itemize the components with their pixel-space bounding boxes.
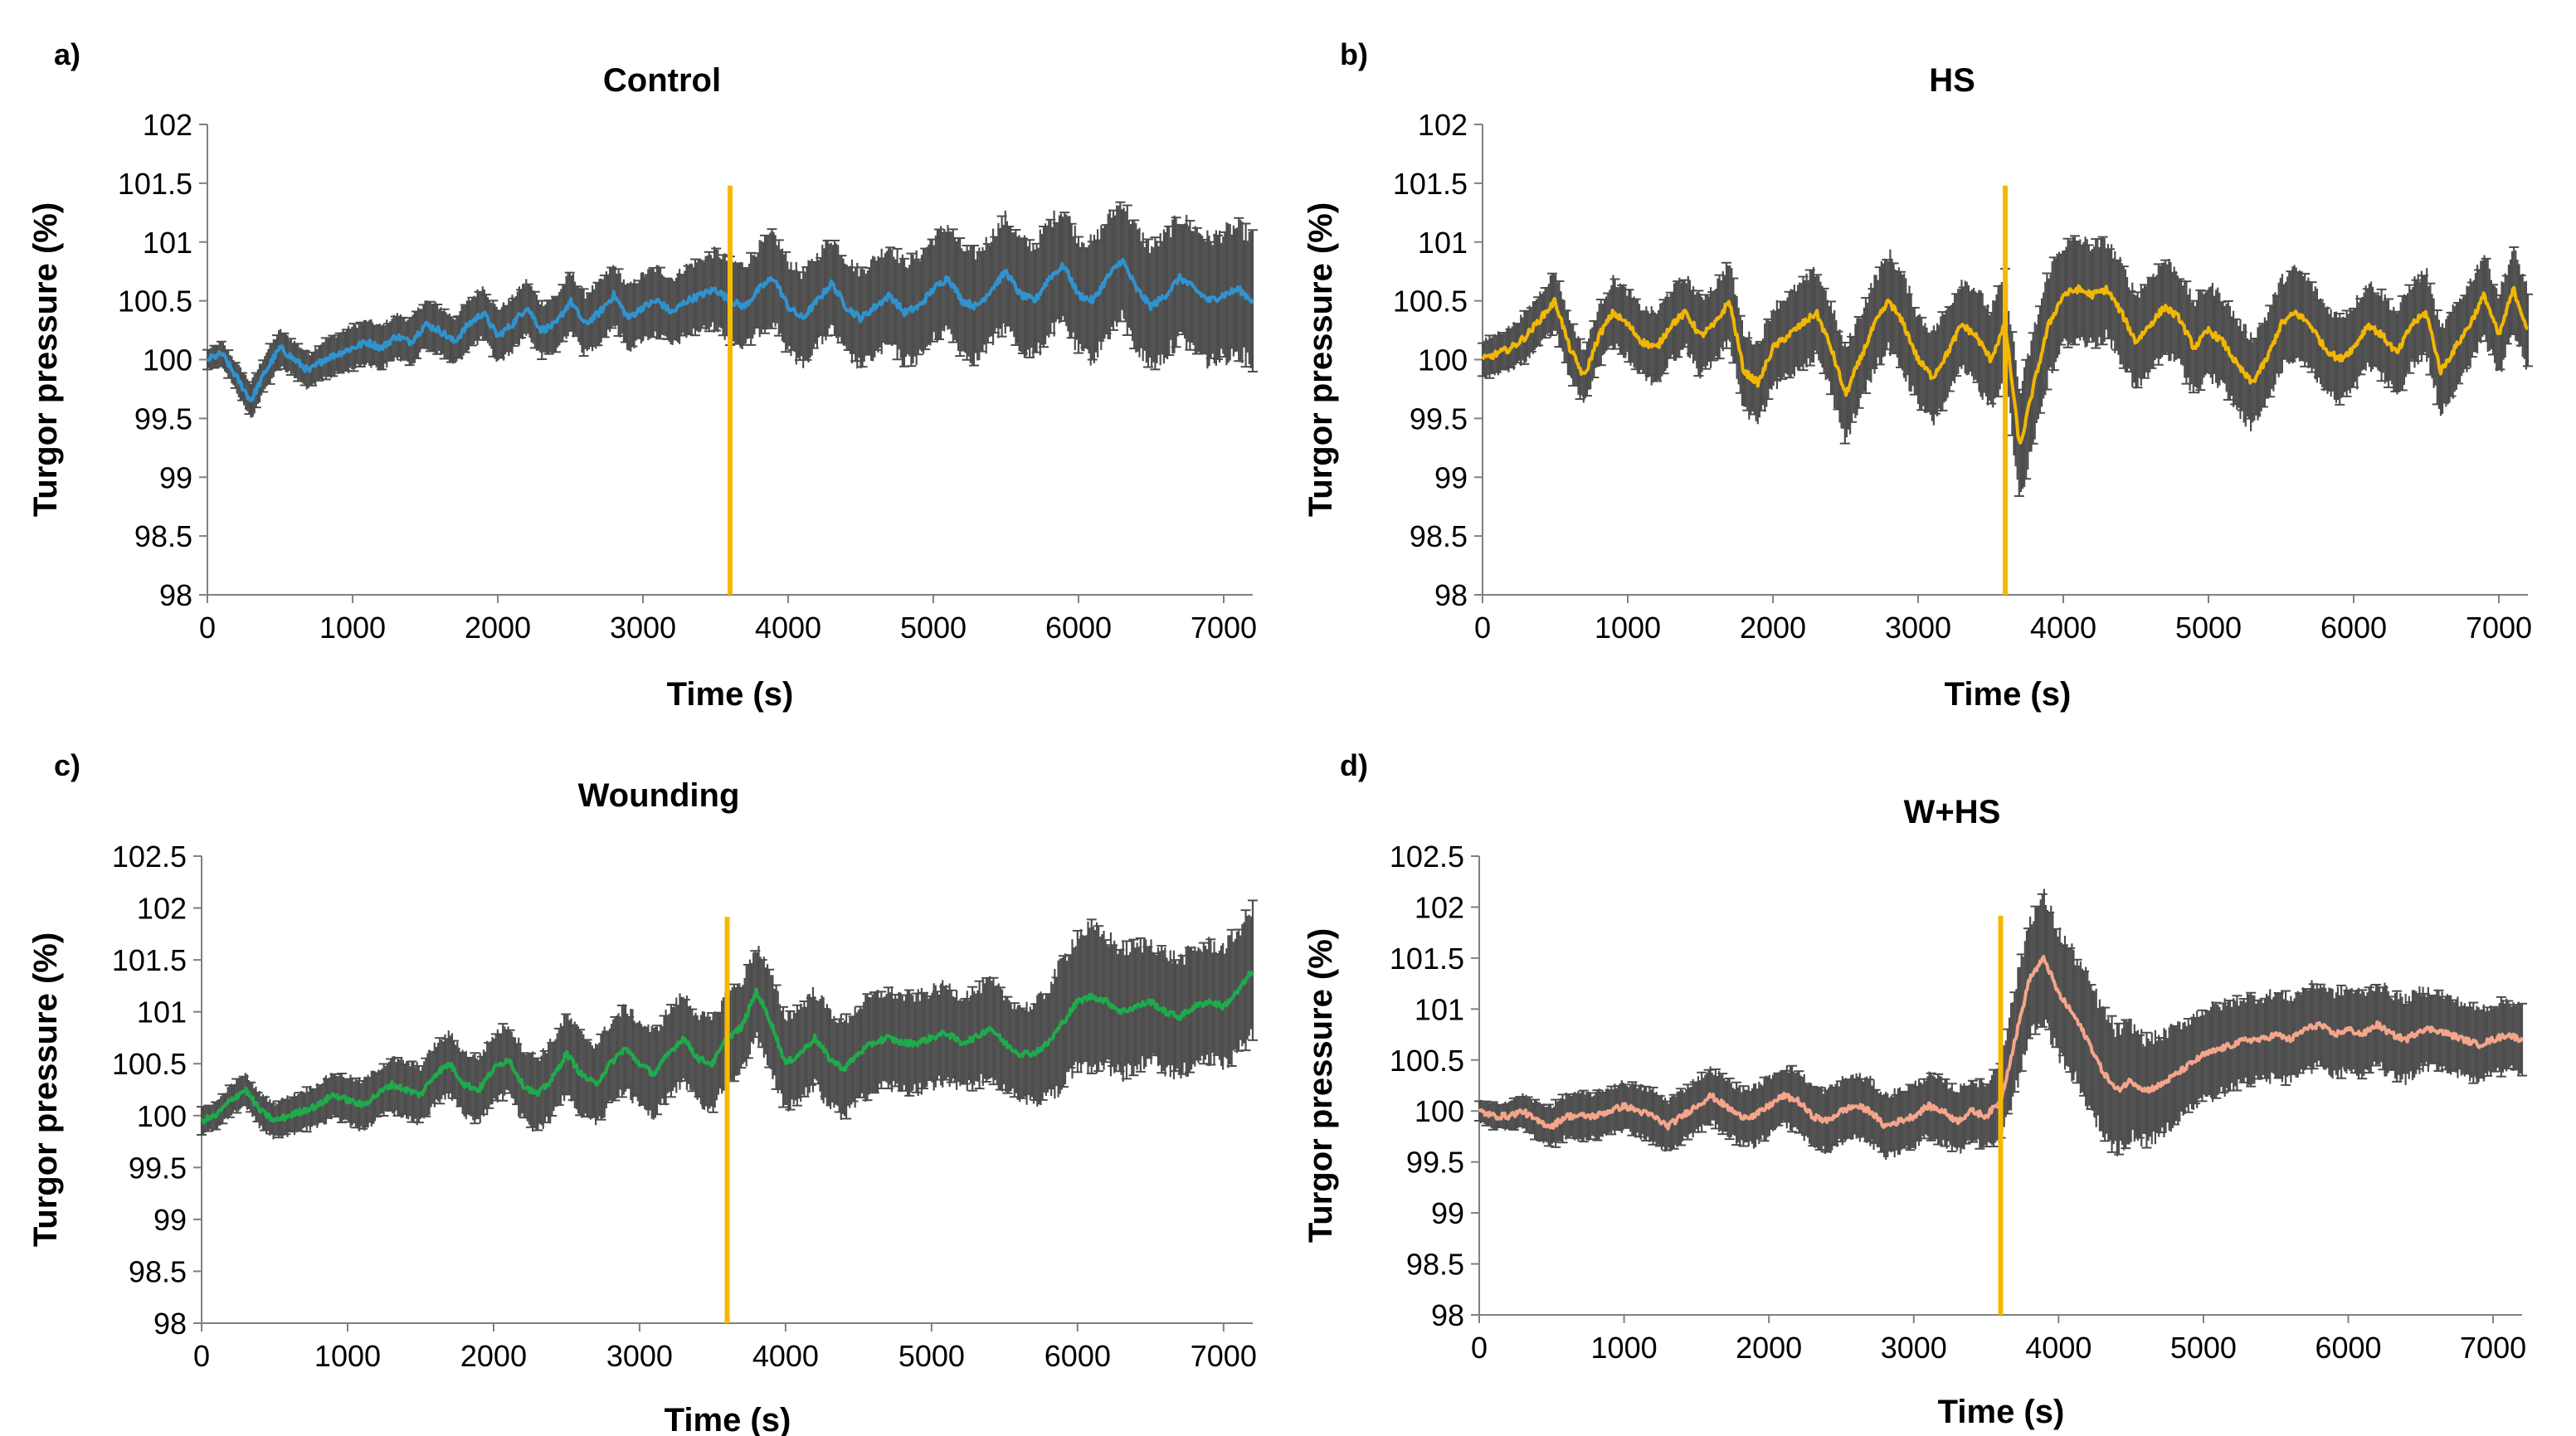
y-tick-label: 100.5 — [1393, 285, 1468, 319]
y-tick-label: 101 — [1418, 226, 1468, 260]
x-tick-label: 1000 — [1591, 1331, 1658, 1365]
x-tick-label: 4000 — [752, 1339, 819, 1373]
y-tick-label: 100.5 — [1390, 1044, 1464, 1078]
y-tick-label: 99.5 — [1410, 402, 1468, 436]
y-tick-label: 101.5 — [112, 943, 187, 977]
x-tick-label: 0 — [1471, 1331, 1488, 1365]
panel-w-hs: d) W+HS Turgor pressure (%) Time (s) 98 98.5 9… — [1303, 748, 2527, 1430]
chart-title: W+HS — [1904, 794, 2001, 830]
x-tick-label: 0 — [1474, 611, 1491, 645]
y-tick-label: 98 — [1431, 1298, 1464, 1332]
panel-hs: b) HS Turgor pressure (%) Time (s) 98 98.5 99 9… — [1303, 37, 2533, 713]
x-tick-label: 7000 — [2460, 1331, 2526, 1365]
y-tick-label: 98 — [1434, 578, 1468, 612]
y-tick-label: 101.5 — [118, 167, 192, 201]
panel-control: a) Control Turgor pressure (%) Time (s) 98 98… — [27, 37, 1258, 713]
panel-label: a) — [54, 37, 80, 71]
x-tick-label: 3000 — [606, 1339, 673, 1373]
y-tick-label: 100 — [1415, 1094, 1464, 1128]
y-tick-label: 100.5 — [112, 1047, 187, 1081]
y-tick-label: 102.5 — [112, 840, 187, 874]
y-tick-label: 99.5 — [134, 402, 192, 436]
y-tick-label: 99 — [1434, 460, 1468, 494]
y-tick-label: 101.5 — [1390, 942, 1464, 976]
x-tick-label: 1000 — [314, 1339, 381, 1373]
x-tick-label: 4000 — [755, 611, 821, 645]
x-tick-label: 2000 — [1736, 1331, 1802, 1365]
y-tick-label: 102 — [137, 892, 187, 926]
x-tick-label: 3000 — [1881, 1331, 1947, 1365]
x-tick-label: 6000 — [1045, 611, 1112, 645]
x-axis-title: Time (s) — [1938, 1394, 2065, 1430]
x-axis-title: Time (s) — [665, 1402, 791, 1436]
x-tick-label: 7000 — [2466, 611, 2532, 645]
y-tick-label: 102 — [143, 108, 192, 142]
y-tick-label: 99 — [159, 460, 192, 494]
x-tick-label: 2000 — [1740, 611, 1806, 645]
x-tick-label: 0 — [193, 1339, 210, 1373]
panel-label: d) — [1340, 748, 1368, 782]
y-tick-label: 99 — [1431, 1196, 1464, 1230]
x-tick-label: 5000 — [898, 1339, 965, 1373]
y-tick-label: 98.5 — [1406, 1248, 1464, 1282]
y-tick-label: 102 — [1418, 108, 1468, 142]
x-tick-label: 6000 — [2315, 1331, 2381, 1365]
x-tick-label: 5000 — [2175, 611, 2242, 645]
y-tick-label: 99.5 — [1406, 1146, 1464, 1180]
y-tick-label: 101.5 — [1393, 167, 1468, 201]
x-tick-label: 6000 — [1045, 1339, 1111, 1373]
x-tick-label: 4000 — [2030, 611, 2096, 645]
panel-label: b) — [1340, 37, 1368, 71]
y-tick-label: 100 — [1418, 343, 1468, 377]
x-tick-label: 1000 — [319, 611, 386, 645]
y-tick-label: 101 — [143, 226, 192, 260]
y-tick-label: 101 — [1415, 992, 1464, 1026]
panel-wounding: c) Wounding Turgor pressure (%) Time (s) 98 9… — [27, 748, 1258, 1436]
x-axis-title: Time (s) — [1945, 676, 2072, 713]
y-tick-label: 98 — [159, 578, 192, 612]
chart-title: Control — [603, 62, 721, 99]
y-tick-label: 98.5 — [1410, 519, 1468, 553]
chart-title: HS — [1929, 62, 1975, 99]
y-tick-label: 98.5 — [129, 1254, 187, 1288]
x-tick-label: 5000 — [900, 611, 967, 645]
y-axis-title: Turgor pressure (%) — [1303, 202, 1339, 517]
x-tick-label: 2000 — [460, 1339, 527, 1373]
y-axis-title: Turgor pressure (%) — [27, 202, 64, 517]
y-tick-label: 101 — [137, 995, 187, 1030]
x-axis-title: Time (s) — [667, 676, 794, 713]
x-tick-label: 4000 — [2025, 1331, 2091, 1365]
y-tick-label: 100 — [143, 343, 192, 377]
y-tick-label: 102.5 — [1390, 840, 1464, 874]
x-tick-label: 7000 — [1191, 1339, 1257, 1373]
x-tick-label: 7000 — [1191, 611, 1257, 645]
x-tick-label: 0 — [199, 611, 216, 645]
y-tick-label: 98.5 — [134, 519, 192, 553]
y-tick-label: 99.5 — [129, 1151, 187, 1185]
x-tick-label: 6000 — [2320, 611, 2387, 645]
x-tick-label: 3000 — [610, 611, 676, 645]
y-tick-label: 100 — [137, 1099, 187, 1133]
y-tick-label: 98 — [153, 1307, 187, 1341]
panel-label: c) — [54, 748, 80, 782]
y-tick-label: 102 — [1415, 890, 1464, 924]
x-tick-label: 3000 — [1885, 611, 1951, 645]
x-tick-label: 1000 — [1595, 611, 1661, 645]
x-tick-label: 5000 — [2170, 1331, 2237, 1365]
y-tick-label: 99 — [153, 1203, 187, 1237]
y-axis-title: Turgor pressure (%) — [27, 932, 64, 1247]
y-axis-title: Turgor pressure (%) — [1303, 928, 1339, 1243]
chart-title: Wounding — [578, 777, 740, 814]
x-tick-label: 2000 — [465, 611, 531, 645]
y-tick-label: 100.5 — [118, 285, 192, 319]
